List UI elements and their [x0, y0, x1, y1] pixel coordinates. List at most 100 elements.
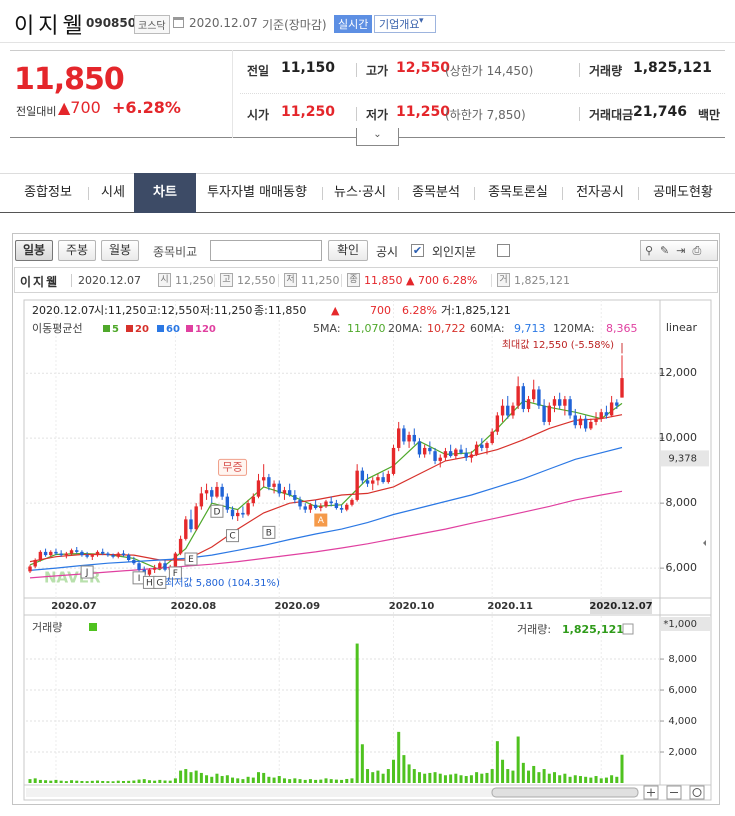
candle-body — [59, 553, 63, 556]
scroll-thumb[interactable] — [491, 787, 639, 798]
volume-bar — [397, 731, 401, 783]
candle-body — [578, 418, 583, 426]
volume-bar — [376, 770, 380, 783]
candle-body — [464, 452, 468, 458]
candle-body — [116, 553, 120, 557]
summary-date: 2020.12.07 — [78, 274, 141, 287]
checkbox[interactable]: ✔ — [411, 244, 424, 257]
candle-body — [532, 389, 536, 400]
volume-bar — [236, 778, 240, 783]
candle-body — [589, 421, 593, 429]
volume-bar — [272, 777, 276, 783]
tab[interactable]: 종합정보 — [24, 185, 72, 200]
event-label: C — [229, 532, 235, 542]
current-marker-box — [661, 450, 709, 467]
overview-dropdown[interactable]: 기업개요 — [374, 15, 437, 33]
volume-bar — [334, 779, 338, 783]
candle-body — [287, 490, 292, 496]
candle-body — [194, 506, 198, 530]
tab[interactable]: 투자자별 매매동향 — [207, 185, 307, 200]
ma-last: 10,722 — [427, 322, 466, 335]
candle-body — [210, 490, 214, 497]
volume-bar — [142, 779, 146, 783]
candle-body — [225, 496, 230, 510]
candle-body — [282, 490, 287, 494]
tab[interactable]: 차트 — [134, 173, 196, 213]
period-button[interactable]: 월봉 — [101, 240, 139, 261]
event-marker — [168, 566, 182, 580]
divider — [0, 42, 735, 43]
info-arrow: ▲ — [331, 304, 340, 317]
volume-bar — [85, 781, 89, 783]
tab[interactable]: 종목토론실 — [488, 185, 548, 200]
period-button[interactable]: 주봉 — [58, 240, 96, 261]
compare-input[interactable] — [210, 240, 322, 261]
volume-bar — [173, 778, 177, 783]
candle-body — [594, 418, 598, 422]
volume-bar — [38, 779, 42, 783]
tab[interactable]: 공매도현황 — [653, 185, 713, 200]
candle-body — [215, 486, 219, 497]
y-tick-label: 10,000 — [659, 431, 698, 444]
ma-label: 20MA: — [388, 322, 423, 335]
volume-bar — [132, 780, 136, 783]
candle-body — [163, 563, 167, 570]
stat-value: 1,825,121 — [633, 60, 712, 76]
candle-body — [329, 501, 333, 504]
tab-separator — [562, 187, 563, 200]
stat-separator — [356, 63, 357, 77]
volume-bar — [210, 776, 214, 783]
candle-body — [64, 553, 69, 556]
event-label: E — [188, 555, 194, 565]
candle-body — [256, 480, 261, 497]
candle-body — [609, 402, 614, 416]
tab[interactable]: 시세 — [101, 185, 125, 200]
y-tick-label: 2,000 — [668, 747, 697, 758]
volume-bar — [423, 773, 427, 783]
stock-code: 090850 — [86, 16, 137, 30]
candle-body — [573, 415, 577, 426]
candle-body — [350, 499, 354, 505]
candle-body — [158, 563, 162, 569]
volume-bar — [54, 779, 58, 783]
volume-bar — [537, 772, 541, 783]
compare-label: 종목비교 — [153, 245, 198, 259]
event-label: B — [266, 528, 272, 538]
candle-body — [106, 553, 110, 556]
tab[interactable]: 전자공시 — [576, 185, 624, 200]
volume-bar — [96, 780, 100, 783]
tool-icons[interactable]: ⚲✎⇥⎙ — [640, 240, 718, 261]
period-button[interactable]: 일봉 — [15, 240, 53, 261]
chart-panel — [12, 233, 720, 805]
summary-icon: 거 — [497, 273, 510, 287]
candle-body — [402, 428, 406, 442]
volume-bar — [111, 781, 115, 783]
volume-bar — [428, 772, 432, 783]
collapse-button[interactable]: ⌄ — [356, 128, 399, 146]
info-volume: 거:1,825,121 — [441, 304, 511, 317]
stat-value: 11,250 — [396, 104, 451, 120]
event-label: A — [318, 516, 325, 526]
volume-bar — [433, 772, 437, 783]
confirm-button[interactable]: 확인 — [328, 240, 368, 261]
side-arrow — [703, 540, 706, 546]
candle-body — [381, 477, 385, 483]
tab[interactable]: 뉴스·공시 — [334, 185, 386, 200]
tab[interactable]: 종목분석 — [412, 185, 460, 200]
zoom-button[interactable] — [689, 785, 705, 800]
min-note: 최저값 5,800 (104.31%) — [165, 577, 280, 589]
realtime-badge[interactable]: 실시간 — [334, 15, 373, 33]
candle-body — [365, 480, 370, 484]
moving-average-line — [29, 414, 623, 563]
legend-title: 이동평균선 — [32, 322, 83, 335]
volume-bar — [355, 643, 359, 783]
stat-label: 거래대금 — [589, 108, 634, 122]
candle-body — [391, 447, 396, 474]
legend-swatch — [157, 325, 164, 332]
candle-body — [90, 555, 95, 557]
volume-bar — [64, 781, 68, 783]
candle-body — [355, 470, 359, 500]
checkbox[interactable] — [497, 244, 510, 257]
volume-bar — [485, 772, 489, 783]
